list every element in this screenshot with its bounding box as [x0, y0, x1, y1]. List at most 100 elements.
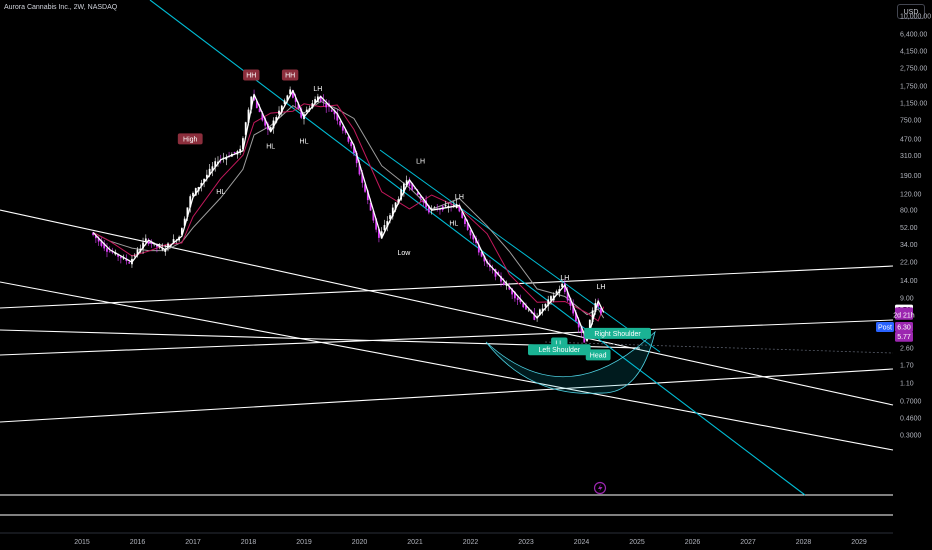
candle	[300, 108, 303, 118]
candle	[477, 244, 480, 253]
candle	[319, 95, 322, 102]
pattern-label-box[interactable]	[585, 349, 611, 361]
pattern-label-box[interactable]	[243, 69, 260, 81]
candle	[383, 225, 386, 231]
candle	[597, 302, 600, 307]
moving-average-short	[92, 103, 605, 322]
pattern-label[interactable]: High	[183, 136, 198, 143]
lightning-icon[interactable]	[593, 481, 607, 495]
trendline[interactable]	[0, 265, 894, 309]
candle	[194, 188, 197, 196]
candle	[480, 251, 483, 257]
candle	[225, 156, 228, 160]
candle	[272, 120, 275, 129]
candle	[439, 209, 441, 211]
time-tick-label: 2026	[685, 539, 701, 546]
candle	[255, 101, 258, 109]
candle	[341, 126, 344, 131]
pattern-label-box[interactable]	[281, 69, 299, 81]
price-badge-label: 5.77	[897, 334, 911, 341]
pattern-label[interactable]: LH	[596, 284, 605, 291]
candle	[261, 112, 264, 121]
pattern-label[interactable]: Head	[590, 352, 607, 359]
candle	[433, 207, 436, 209]
price-tick-label: 22.00	[900, 260, 918, 267]
pattern-label[interactable]: HL	[449, 221, 458, 228]
price-badge-label: 6.30	[897, 324, 911, 331]
candle	[358, 164, 361, 175]
pattern-label[interactable]: LH	[313, 86, 322, 93]
candle	[502, 282, 505, 285]
pattern-label[interactable]: HH	[246, 72, 256, 79]
pattern-label[interactable]: LH	[560, 275, 569, 282]
price-badge-label: Post	[878, 324, 892, 331]
candle	[133, 255, 136, 257]
candle	[128, 262, 131, 264]
candle	[264, 118, 267, 126]
candle	[333, 110, 336, 115]
candle	[242, 138, 244, 150]
candle	[364, 184, 366, 192]
time-tick-label: 2019	[296, 539, 312, 546]
pattern-label[interactable]: HL	[300, 139, 309, 146]
pattern-label[interactable]: HL	[216, 189, 225, 196]
candle	[414, 188, 416, 190]
candle	[591, 310, 594, 322]
price-badge-label: 2d 21h	[893, 312, 915, 319]
pattern-label-box[interactable]	[177, 133, 203, 145]
price-tick-label: 1,750.00	[900, 83, 927, 90]
pattern-label-box[interactable]	[584, 327, 651, 339]
trendline-cyan[interactable]	[149, 0, 806, 496]
trendline-cyan[interactable]	[379, 149, 661, 353]
pattern-label[interactable]: HH	[285, 72, 295, 79]
pattern-label-box[interactable]	[528, 344, 591, 356]
price-badge	[876, 321, 894, 332]
candle	[353, 146, 355, 154]
candle	[355, 152, 358, 164]
zigzag-path	[92, 89, 605, 342]
candle	[372, 210, 375, 221]
candle	[111, 251, 114, 253]
trendline[interactable]	[0, 368, 894, 423]
candle	[347, 136, 350, 142]
candle	[275, 117, 278, 123]
trendline[interactable]	[0, 319, 894, 356]
candle	[394, 202, 397, 210]
pattern-label[interactable]: Low	[397, 250, 411, 257]
candle	[192, 192, 194, 197]
pattern-label[interactable]: LH	[416, 159, 425, 166]
candle	[167, 243, 169, 247]
pattern-label[interactable]: LL	[555, 341, 563, 348]
candle	[361, 172, 364, 183]
candle	[464, 218, 466, 224]
price-tick-label: 1,150.00	[900, 100, 927, 107]
candle	[419, 196, 422, 199]
candle	[403, 183, 405, 193]
trendline[interactable]	[0, 281, 894, 451]
candle	[247, 109, 250, 123]
time-axis: 2015 2016 2017 2018 2019 2020 2021 2022 2023 2024…	[74, 539, 867, 546]
price-tick-label: 10,000.00	[900, 13, 931, 20]
pattern-label[interactable]: Left Shoulder	[538, 347, 580, 354]
candle	[164, 249, 167, 252]
candle	[400, 189, 403, 200]
candle	[514, 292, 516, 299]
price-tick-label: 14.00	[900, 278, 918, 285]
candle	[150, 243, 153, 244]
currency-button[interactable]: USD	[897, 4, 925, 19]
pattern-label[interactable]: LH	[455, 194, 464, 201]
pattern-label[interactable]: Right Shoulder	[594, 331, 641, 338]
head-shoulders-zone[interactable]	[485, 330, 656, 394]
candle	[339, 121, 341, 126]
candle	[106, 248, 108, 252]
candle	[425, 200, 427, 208]
candle	[427, 205, 430, 213]
time-tick-label: 2016	[130, 539, 146, 546]
candle	[538, 309, 541, 315]
candle	[250, 96, 253, 110]
candle	[144, 238, 147, 242]
pattern-label[interactable]: HL	[266, 143, 275, 150]
price-tick-label: 2,750.00	[900, 65, 927, 72]
